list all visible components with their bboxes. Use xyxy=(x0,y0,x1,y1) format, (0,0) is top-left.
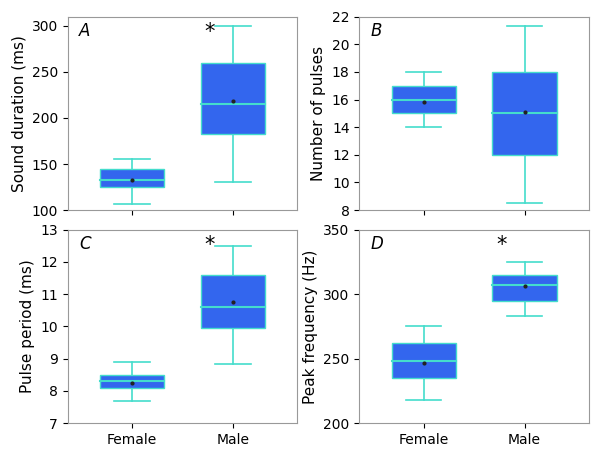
Y-axis label: Peak frequency (Hz): Peak frequency (Hz) xyxy=(303,249,318,403)
Y-axis label: Sound duration (ms): Sound duration (ms) xyxy=(11,35,26,192)
FancyBboxPatch shape xyxy=(100,169,164,187)
FancyBboxPatch shape xyxy=(493,275,557,300)
Y-axis label: Number of pulses: Number of pulses xyxy=(311,46,326,181)
Text: *: * xyxy=(205,22,215,43)
FancyBboxPatch shape xyxy=(392,86,456,114)
FancyBboxPatch shape xyxy=(493,72,557,155)
Text: *: * xyxy=(205,235,215,256)
Text: B: B xyxy=(371,22,382,40)
Text: A: A xyxy=(79,22,91,40)
Text: C: C xyxy=(79,235,91,253)
FancyBboxPatch shape xyxy=(201,63,265,134)
Y-axis label: Pulse period (ms): Pulse period (ms) xyxy=(20,260,35,393)
Text: D: D xyxy=(371,235,383,253)
FancyBboxPatch shape xyxy=(100,375,164,387)
FancyBboxPatch shape xyxy=(201,275,265,328)
Text: *: * xyxy=(496,235,507,256)
FancyBboxPatch shape xyxy=(392,343,456,378)
